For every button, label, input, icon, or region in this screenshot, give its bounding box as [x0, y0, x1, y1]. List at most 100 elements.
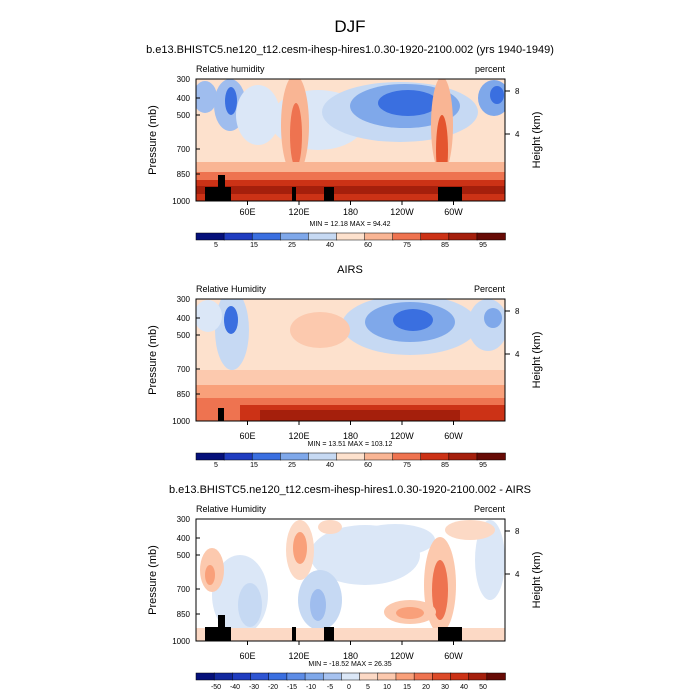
x-axis: 60E 120E 180 120W 60W	[239, 201, 463, 217]
colorbar-box	[377, 672, 397, 681]
colorbar-box	[280, 232, 310, 241]
colorbar-label: 75	[403, 242, 411, 249]
min-max-label: MIN = -18.52 MAX = 26.35	[308, 661, 391, 668]
colorbar-label: 20	[422, 684, 430, 691]
colorbar-box	[364, 452, 394, 461]
topography-mask	[205, 615, 462, 641]
topography-mask	[218, 408, 224, 421]
colorbar-label: 85	[441, 462, 449, 469]
x-tick-label: 120E	[288, 431, 309, 441]
y-axis-title: Pressure (mb)	[147, 325, 159, 395]
y2-axis-title: Height (km)	[531, 552, 543, 609]
colorbar-box	[195, 672, 215, 681]
colorbar: -50 -40 -30 -20 -15 -10 -5 0 5 10 15 20 …	[195, 672, 506, 691]
x-tick-label: 120W	[390, 431, 414, 441]
colorbar-box	[308, 232, 338, 241]
panel-airs: AIRS Relative Humidity Percent	[147, 264, 543, 469]
colorbar-label: 75	[403, 462, 411, 469]
panel-model: b.e13.BHISTC5.ne120_t12.cesm-ihesp-hires…	[146, 44, 554, 249]
colorbar-box	[232, 672, 252, 681]
colorbar-box	[286, 672, 306, 681]
colorbar-label: 15	[250, 462, 258, 469]
contour-field	[196, 79, 505, 201]
colorbar-label: 15	[403, 684, 411, 691]
colorbar-box	[268, 672, 288, 681]
x-axis: 60E 120E 180 120W 60W	[239, 641, 463, 661]
x-tick-label: 60E	[239, 207, 255, 217]
y-axis-title: Pressure (mb)	[147, 545, 159, 615]
colorbar-box	[364, 232, 394, 241]
colorbar-label: 25	[288, 462, 296, 469]
colorbar-box	[420, 452, 450, 461]
colorbar-label: 50	[479, 684, 487, 691]
y-tick-label: 400	[177, 94, 191, 103]
colorbar-box	[359, 672, 379, 681]
y-tick-label: 500	[177, 111, 191, 120]
y-tick-label: 400	[177, 534, 191, 543]
panel-title: b.e13.BHISTC5.ne120_t12.cesm-ihesp-hires…	[146, 44, 554, 56]
variable-label: Relative Humidity	[196, 504, 267, 514]
x-tick-label: 60W	[444, 431, 463, 441]
y-tick-label: 700	[177, 365, 191, 374]
colorbar-box	[251, 452, 282, 461]
y-tick-label: 500	[177, 331, 191, 340]
x-tick-label: 120E	[288, 651, 309, 661]
min-max-label: MIN = 12.18 MAX = 94.42	[310, 221, 391, 228]
panel-title: AIRS	[337, 264, 363, 276]
topography-mask	[205, 175, 462, 201]
colorbar-box	[486, 672, 506, 681]
y2-tick-label: 8	[515, 307, 520, 316]
units-label: percent	[475, 64, 506, 74]
y-tick-label: 1000	[172, 637, 190, 646]
colorbar-label: 60	[364, 462, 372, 469]
y-axis: 300 400 500 700 850 1000 Pressure (mb)	[147, 75, 200, 206]
x-tick-label: 60W	[444, 207, 463, 217]
y2-axis: 8 4 Height (km)	[505, 87, 543, 168]
x-tick-label: 60E	[239, 431, 255, 441]
page-title: DJF	[334, 17, 365, 36]
y2-tick-label: 8	[515, 87, 520, 96]
colorbar-box	[432, 672, 452, 681]
colorbar-label: 10	[383, 684, 391, 691]
colorbar-label: 5	[214, 242, 218, 249]
colorbar-label: 95	[479, 242, 487, 249]
colorbar-label: 25	[288, 242, 296, 249]
y-tick-label: 500	[177, 551, 191, 560]
variable-label: Relative humidity	[196, 64, 265, 74]
y-tick-label: 850	[177, 170, 191, 179]
colorbar-label: -10	[306, 684, 316, 691]
colorbar-label: 5	[366, 684, 370, 691]
y2-axis: 8 4 Height (km)	[505, 527, 543, 608]
colorbar-label: -30	[249, 684, 259, 691]
y2-tick-label: 8	[515, 527, 520, 536]
colorbar-label: 5	[214, 462, 218, 469]
colorbar-label: -50	[211, 684, 221, 691]
colorbar-label: 40	[460, 684, 468, 691]
y2-tick-label: 4	[515, 350, 520, 359]
colorbar-label: -40	[230, 684, 240, 691]
colorbar-box	[448, 232, 478, 241]
y2-axis-title: Height (km)	[531, 332, 543, 389]
colorbar-box	[468, 672, 488, 681]
colorbar-box	[336, 232, 366, 241]
colorbar-label: -15	[287, 684, 297, 691]
y2-axis-title: Height (km)	[531, 112, 543, 169]
y-tick-label: 700	[177, 145, 191, 154]
colorbar-box	[251, 232, 282, 241]
colorbar-box	[395, 672, 415, 681]
colorbar-box	[450, 672, 470, 681]
colorbar-box	[476, 452, 506, 461]
colorbar-box	[195, 232, 225, 241]
colorbar-label: 60	[364, 242, 372, 249]
x-tick-label: 180	[343, 431, 358, 441]
panel-title: b.e13.BHISTC5.ne120_t12.cesm-ihesp-hires…	[169, 484, 531, 496]
colorbar: 5 15 25 40 60 75 85 95	[195, 232, 506, 249]
variable-label: Relative Humidity	[196, 284, 267, 294]
colorbar-box	[195, 452, 225, 461]
y-axis: 300 400 500 700 850 1000 Pressure (mb)	[147, 295, 200, 426]
colorbar-box	[336, 452, 366, 461]
colorbar-label: 85	[441, 242, 449, 249]
x-tick-label: 60W	[444, 651, 463, 661]
y-tick-label: 850	[177, 390, 191, 399]
